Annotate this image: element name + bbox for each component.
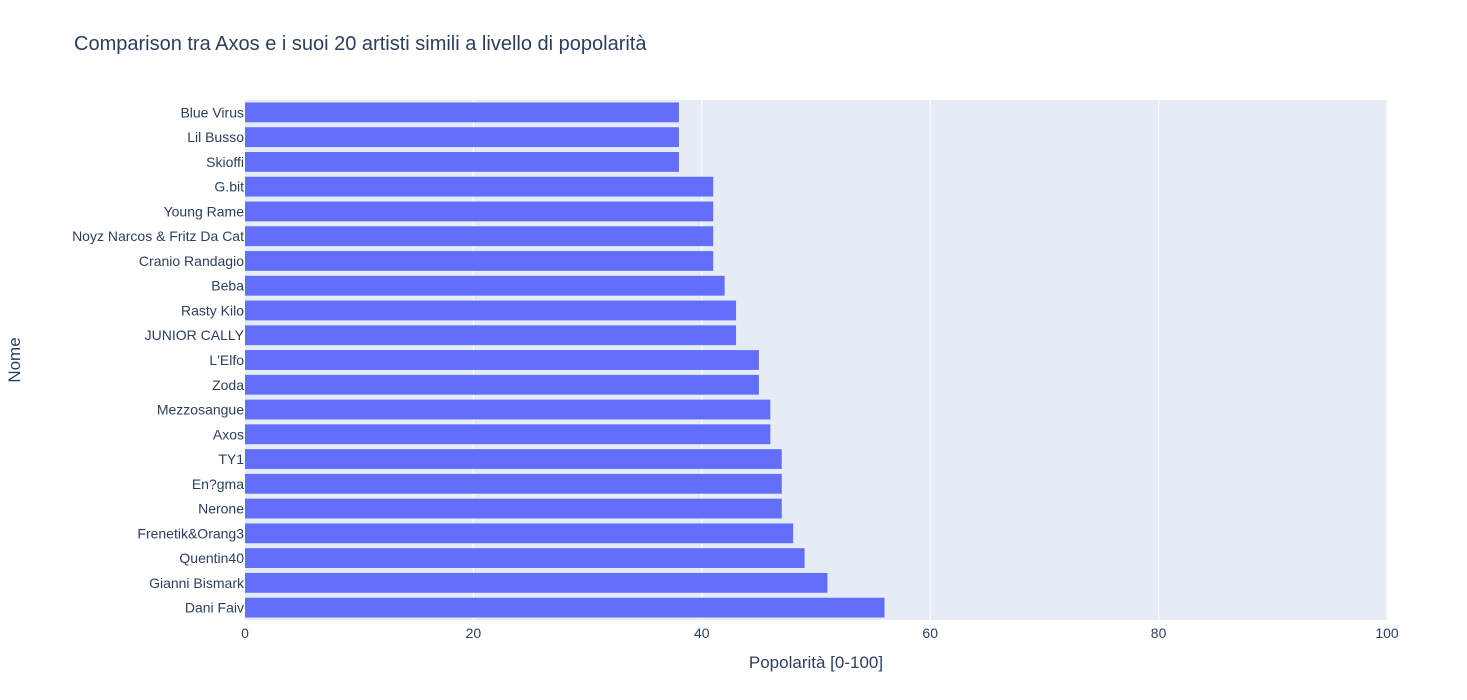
bar [245, 176, 714, 197]
x-tick-label: 20 [466, 625, 482, 641]
x-tick-label: 40 [694, 625, 710, 641]
y-tick-label: Young Rame [164, 203, 245, 219]
bar [245, 226, 714, 247]
x-tick-label: 0 [241, 625, 249, 641]
bar [245, 127, 679, 148]
y-tick-label: Nerone [198, 501, 244, 517]
y-tick-label: Cranio Randagio [139, 253, 244, 269]
y-tick-labels: Blue Virus Lil Busso Skioffi G.bit Young Ram… [72, 104, 245, 615]
bar [245, 572, 828, 593]
bar [245, 300, 737, 321]
y-tick-label: Zoda [212, 377, 244, 393]
y-tick-label: Mezzosangue [157, 402, 244, 418]
y-tick-label: Dani Faiv [185, 600, 244, 616]
bar [245, 473, 782, 494]
bar [245, 152, 679, 172]
bar [245, 424, 771, 445]
y-tick-label: G.bit [214, 179, 244, 195]
bar [245, 251, 714, 271]
bar [245, 399, 771, 420]
y-tick-label: Rasty Kilo [181, 302, 244, 318]
x-tick-label: 60 [922, 625, 938, 641]
bar [245, 201, 714, 222]
x-tick-label: 100 [1375, 625, 1399, 641]
y-axis-title: Nome [5, 337, 24, 382]
y-tick-label: Blue Virus [180, 104, 244, 120]
y-tick-label: Beba [211, 278, 244, 294]
bar [245, 102, 679, 123]
y-tick-label: Noyz Narcos & Fritz Da Cat [72, 228, 244, 244]
y-tick-label: Skioffi [206, 154, 244, 170]
bar [245, 325, 737, 346]
bar [245, 548, 805, 568]
x-tick-label: 80 [1151, 625, 1167, 641]
bar [245, 597, 885, 618]
x-tick-labels: 0 20 40 60 80 100 [241, 625, 1399, 641]
y-tick-label: Frenetik&Orang3 [137, 525, 244, 541]
y-tick-label: En?gma [192, 476, 244, 492]
y-tick-label: JUNIOR CALLY [145, 327, 245, 343]
bar [245, 523, 794, 544]
y-tick-label: TY1 [218, 451, 244, 467]
y-tick-label: Axos [213, 426, 244, 442]
y-tick-label: Quentin40 [179, 550, 244, 566]
x-axis-title: Popolarità [0-100] [749, 653, 883, 672]
bar [245, 449, 782, 469]
bar [245, 374, 759, 395]
bar [245, 498, 782, 519]
bar [245, 350, 759, 370]
bar [245, 275, 725, 296]
bars [245, 102, 885, 618]
y-tick-label: Lil Busso [187, 129, 244, 145]
chart-title: Comparison tra Axos e i suoi 20 artisti … [74, 33, 647, 55]
y-tick-label: Gianni Bismark [149, 575, 245, 591]
y-tick-label: L'Elfo [209, 352, 244, 368]
